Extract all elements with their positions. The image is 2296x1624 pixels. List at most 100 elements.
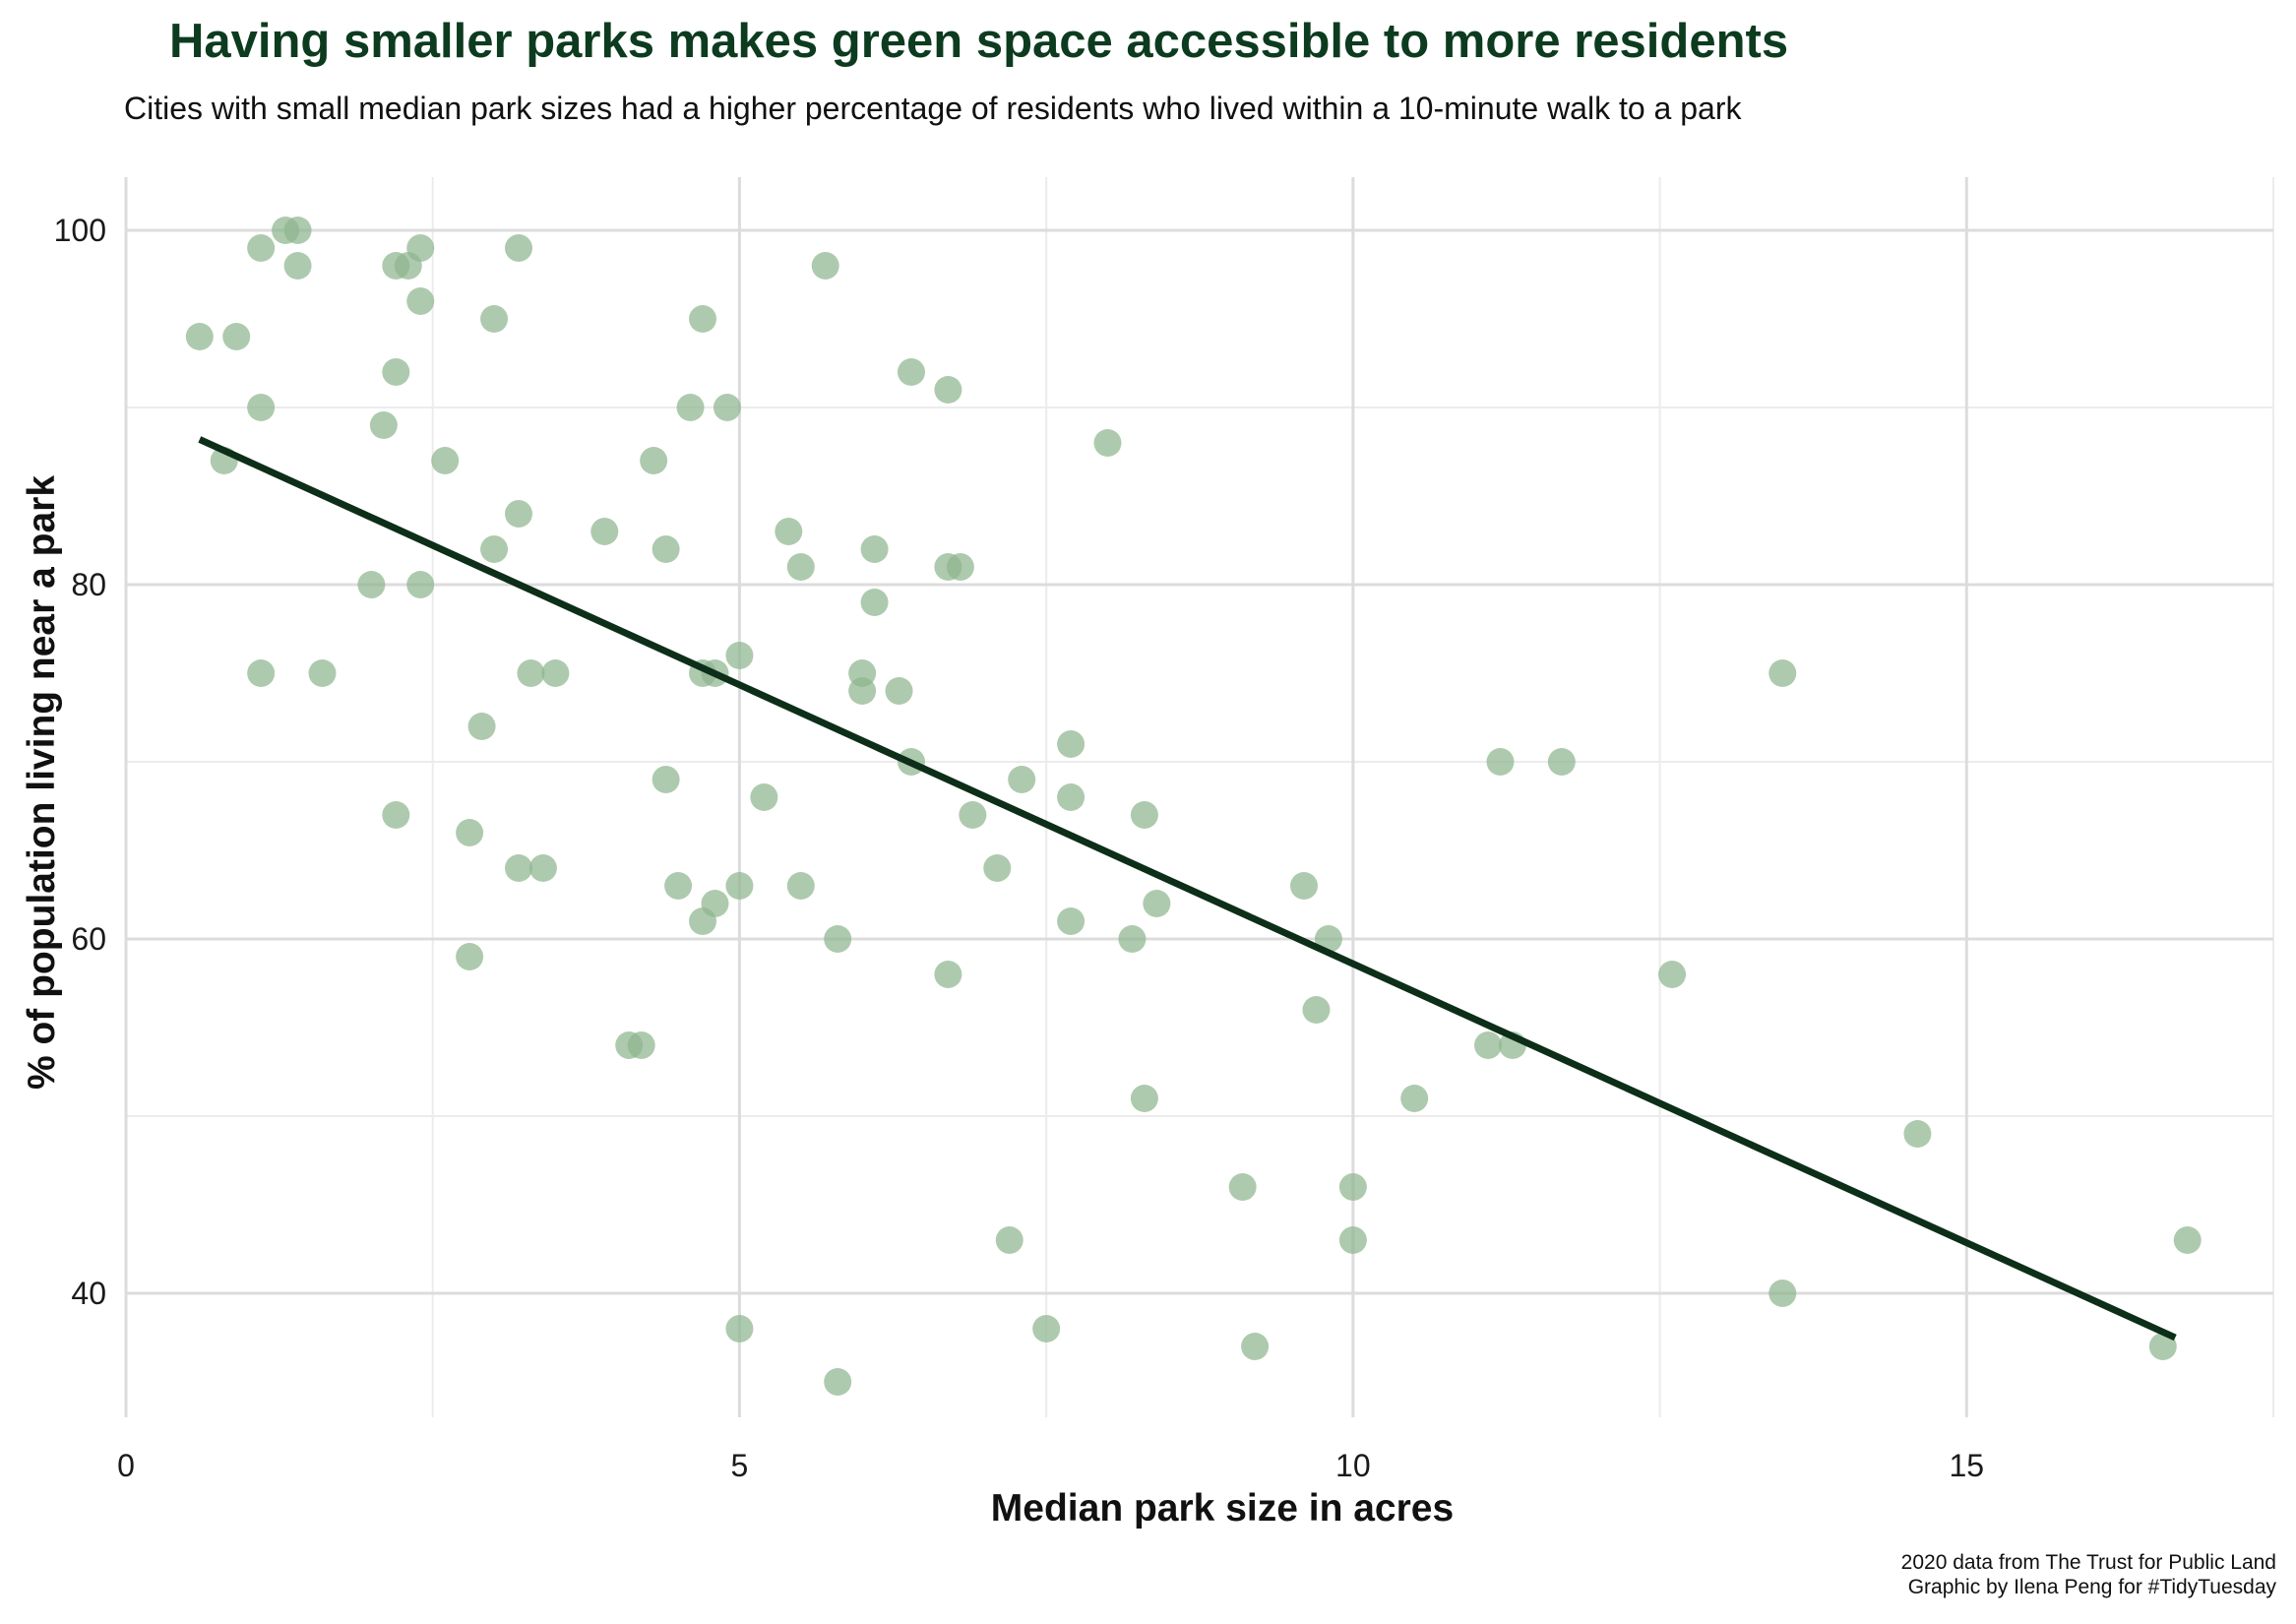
- x-tick-label: 5: [731, 1448, 749, 1483]
- data-point: [1118, 925, 1147, 953]
- data-point: [885, 677, 913, 705]
- data-point: [725, 872, 754, 900]
- data-point: [185, 323, 214, 350]
- data-point: [1658, 961, 1687, 988]
- data-point: [2173, 1226, 2202, 1254]
- data-point: [897, 358, 925, 386]
- y-tick-label: 80: [71, 567, 106, 602]
- data-point: [750, 783, 778, 811]
- data-point: [382, 358, 410, 386]
- data-point: [1093, 429, 1122, 457]
- y-axis-title: % of population living near a park: [21, 475, 63, 1090]
- data-point: [480, 305, 509, 333]
- data-point: [995, 1226, 1024, 1254]
- data-point: [1289, 872, 1318, 900]
- data-point: [946, 553, 974, 581]
- data-point: [1547, 748, 1576, 776]
- x-tick-label: 0: [117, 1448, 135, 1483]
- minor-gridlines: [126, 177, 2274, 1417]
- data-point: [1008, 766, 1036, 793]
- data-point: [406, 571, 435, 598]
- data-point: [824, 925, 852, 953]
- data-point: [934, 376, 962, 404]
- data-point: [406, 234, 435, 262]
- data-point: [1769, 1280, 1797, 1307]
- data-point: [504, 234, 532, 262]
- data-point: [775, 518, 803, 545]
- data-point: [1228, 1173, 1257, 1201]
- y-tick-label: 100: [54, 213, 106, 248]
- data-points: [185, 217, 2202, 1396]
- data-point: [222, 323, 251, 350]
- data-point: [786, 553, 815, 581]
- data-point: [1241, 1333, 1270, 1360]
- data-point: [504, 500, 532, 528]
- tick-labels: 0 5 10 15 40 60 80 100: [54, 213, 1984, 1483]
- data-point: [1057, 783, 1086, 811]
- data-point: [1338, 1226, 1367, 1254]
- major-gridlines: [124, 177, 2273, 1417]
- data-point: [811, 252, 839, 280]
- data-point: [1143, 890, 1171, 917]
- data-point: [247, 394, 276, 421]
- data-point: [1338, 1173, 1367, 1201]
- data-point: [664, 872, 693, 900]
- x-tick-label: 15: [1949, 1448, 1984, 1483]
- data-point: [701, 890, 729, 917]
- caption-credit: Graphic by Ilena Peng for #TidyTuesday: [1907, 1576, 2276, 1598]
- data-point: [652, 535, 680, 563]
- trend-line-group: [198, 436, 2177, 1342]
- data-point: [1903, 1120, 1932, 1148]
- trend-line: [198, 436, 2177, 1342]
- x-tick-label: 10: [1335, 1448, 1371, 1483]
- data-point: [2148, 1333, 2177, 1360]
- data-point: [1130, 1085, 1158, 1112]
- chart-subtitle: Cities with small median park sizes had …: [124, 91, 1742, 126]
- data-point: [1400, 1085, 1429, 1112]
- data-point: [652, 766, 680, 793]
- data-point: [456, 943, 484, 970]
- caption: 2020 data from The Trust for Public Land…: [1901, 1550, 2276, 1599]
- data-point: [1474, 1031, 1503, 1059]
- data-point: [860, 535, 889, 563]
- y-tick-label: 60: [71, 921, 106, 957]
- x-axis-title: Median park size in acres: [991, 1487, 1454, 1530]
- data-point: [480, 535, 509, 563]
- data-point: [959, 801, 987, 829]
- data-point: [467, 713, 496, 740]
- data-point: [1486, 748, 1515, 776]
- data-point: [713, 394, 741, 421]
- data-point: [528, 854, 557, 882]
- data-point: [983, 854, 1012, 882]
- data-point: [456, 819, 484, 846]
- data-point: [848, 677, 877, 705]
- data-point: [406, 287, 435, 315]
- data-point: [1302, 996, 1331, 1024]
- data-point: [247, 234, 276, 262]
- data-point: [1769, 659, 1797, 687]
- data-point: [517, 659, 545, 687]
- data-point: [934, 961, 962, 988]
- y-tick-label: 40: [71, 1276, 106, 1311]
- data-point: [627, 1031, 655, 1059]
- data-point: [1057, 730, 1086, 758]
- data-point: [382, 801, 410, 829]
- data-point: [689, 305, 717, 333]
- data-point: [504, 854, 532, 882]
- data-point: [541, 659, 570, 687]
- data-point: [283, 217, 312, 244]
- data-point: [824, 1368, 852, 1396]
- data-point: [676, 394, 705, 421]
- data-point: [431, 447, 460, 474]
- data-point: [640, 447, 668, 474]
- data-point: [725, 642, 754, 669]
- data-point: [369, 411, 398, 439]
- data-point: [1057, 907, 1086, 935]
- data-point: [1032, 1315, 1061, 1343]
- data-point: [308, 659, 337, 687]
- data-point: [860, 589, 889, 616]
- caption-source: 2020 data from The Trust for Public Land: [1900, 1551, 2276, 1574]
- data-point: [786, 872, 815, 900]
- data-point: [247, 659, 276, 687]
